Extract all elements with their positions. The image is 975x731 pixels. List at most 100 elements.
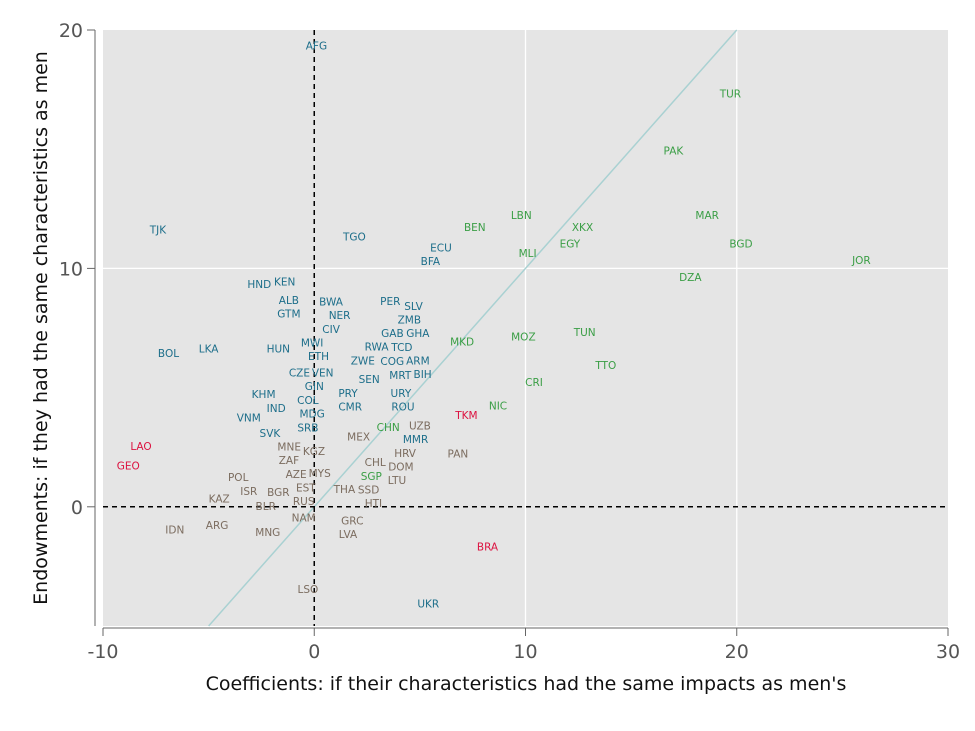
point-label-tha: THA — [333, 484, 356, 496]
point-label-bgd: BGD — [729, 239, 752, 251]
point-label-hrv: HRV — [394, 448, 417, 460]
point-label-xkx: XKX — [572, 222, 593, 234]
point-label-hnd: HND — [247, 279, 271, 291]
point-label-moz: MOZ — [511, 332, 536, 344]
point-label-tto: TTO — [594, 360, 616, 372]
point-label-mdg: MDG — [299, 409, 324, 421]
point-label-mli: MLI — [519, 248, 537, 260]
point-label-gin: GIN — [305, 381, 324, 393]
x-tick-label: 20 — [725, 641, 749, 663]
point-label-idn: IDN — [165, 525, 184, 537]
point-label-cmr: CMR — [338, 402, 362, 414]
point-label-mrt: MRT — [389, 370, 412, 382]
x-axis-label: Coefficients: if their characteristics h… — [206, 673, 847, 695]
diagonal-line — [208, 29, 738, 627]
point-label-tjk: TJK — [149, 224, 168, 236]
point-label-alb: ALB — [279, 295, 299, 307]
point-label-bfa: BFA — [421, 256, 441, 268]
point-label-ner: NER — [329, 310, 351, 322]
point-label-tkm: TKM — [454, 410, 477, 422]
point-label-ecu: ECU — [430, 242, 452, 254]
point-label-geo: GEO — [117, 460, 140, 472]
point-label-pak: PAK — [664, 146, 685, 158]
point-label-nam: NAM — [292, 513, 316, 525]
point-label-hti: HTI — [365, 498, 382, 510]
point-label-cze: CZE — [289, 368, 310, 380]
point-label-lao: LAO — [130, 441, 151, 453]
point-label-mmr: MMR — [403, 434, 428, 446]
point-label-ukr: UKR — [417, 599, 439, 611]
point-label-gha: GHA — [406, 328, 430, 340]
point-label-mne: MNE — [277, 442, 301, 454]
point-label-pol: POL — [228, 472, 249, 484]
point-label-hun: HUN — [267, 344, 290, 356]
point-label-mwi: MWI — [301, 338, 324, 350]
point-label-chl: CHL — [365, 457, 386, 469]
point-label-eth: ETH — [308, 351, 329, 363]
y-axis-label: Endowments: if they had the same charact… — [30, 51, 52, 605]
point-label-mng: MNG — [255, 527, 280, 539]
point-label-nic: NIC — [489, 401, 507, 413]
x-tick-label: -10 — [87, 641, 118, 663]
point-label-mkd: MKD — [450, 336, 474, 348]
point-label-uzb: UZB — [409, 421, 431, 433]
point-label-dza: DZA — [679, 272, 702, 284]
point-label-mys: MYS — [309, 468, 331, 480]
point-label-lva: LVA — [339, 529, 358, 541]
point-label-egy: EGY — [560, 239, 581, 251]
point-label-tun: TUN — [573, 327, 596, 339]
point-label-ind: IND — [267, 403, 286, 415]
x-tick-label: 10 — [513, 641, 537, 663]
point-label-sgp: SGP — [361, 471, 382, 483]
point-label-arg: ARG — [206, 520, 229, 532]
point-label-bol: BOL — [158, 348, 179, 360]
point-label-chn: CHN — [377, 422, 400, 434]
point-label-rwa: RWA — [365, 342, 390, 354]
point-label-bih: BIH — [413, 369, 431, 381]
point-label-mex: MEX — [347, 432, 370, 444]
point-label-ltu: LTU — [388, 475, 407, 487]
point-label-pry: PRY — [338, 388, 358, 400]
y-tick-label: 10 — [59, 258, 83, 280]
x-tick-label: 30 — [936, 641, 960, 663]
point-label-civ: CIV — [322, 324, 340, 336]
point-label-sen: SEN — [359, 374, 380, 386]
point-label-arm: ARM — [406, 356, 430, 368]
point-label-ken: KEN — [274, 277, 295, 289]
y-tick-label: 20 — [59, 20, 83, 42]
point-label-lbn: LBN — [511, 210, 532, 222]
point-label-cog: COG — [380, 356, 404, 368]
point-label-est: EST — [296, 483, 316, 495]
point-label-bra: BRA — [477, 541, 499, 553]
point-label-gab: GAB — [381, 328, 404, 340]
point-label-tcd: TCD — [390, 342, 412, 354]
point-label-col: COL — [297, 395, 319, 407]
point-label-svk: SVK — [260, 428, 282, 440]
point-label-dom: DOM — [388, 462, 413, 474]
x-tick-label: 0 — [308, 641, 320, 663]
point-label-cri: CRI — [525, 377, 543, 389]
y-tick-label: 0 — [71, 497, 83, 519]
point-label-zwe: ZWE — [351, 355, 375, 367]
point-label-zmb: ZMB — [398, 314, 421, 326]
point-label-zaf: ZAF — [279, 455, 299, 467]
point-label-ven: VEN — [312, 368, 334, 380]
point-label-afg: AFG — [306, 41, 327, 53]
point-label-ssd: SSD — [358, 484, 379, 496]
point-label-jor: JOR — [851, 255, 871, 267]
point-label-kgz: KGZ — [303, 446, 325, 458]
point-label-vnm: VNM — [237, 413, 261, 425]
point-label-ben: BEN — [464, 222, 486, 234]
point-label-gtm: GTM — [277, 309, 300, 321]
point-label-pan: PAN — [448, 448, 469, 460]
point-label-blr: BLR — [256, 501, 276, 513]
point-label-ury: URY — [391, 388, 412, 400]
point-label-bwa: BWA — [319, 297, 344, 309]
point-label-mar: MAR — [695, 210, 719, 222]
point-label-srb: SRB — [297, 422, 318, 434]
point-label-rus: RUS — [293, 496, 315, 508]
point-label-slv: SLV — [404, 301, 423, 313]
point-label-tur: TUR — [719, 88, 741, 100]
point-label-lso: LSO — [298, 584, 319, 596]
